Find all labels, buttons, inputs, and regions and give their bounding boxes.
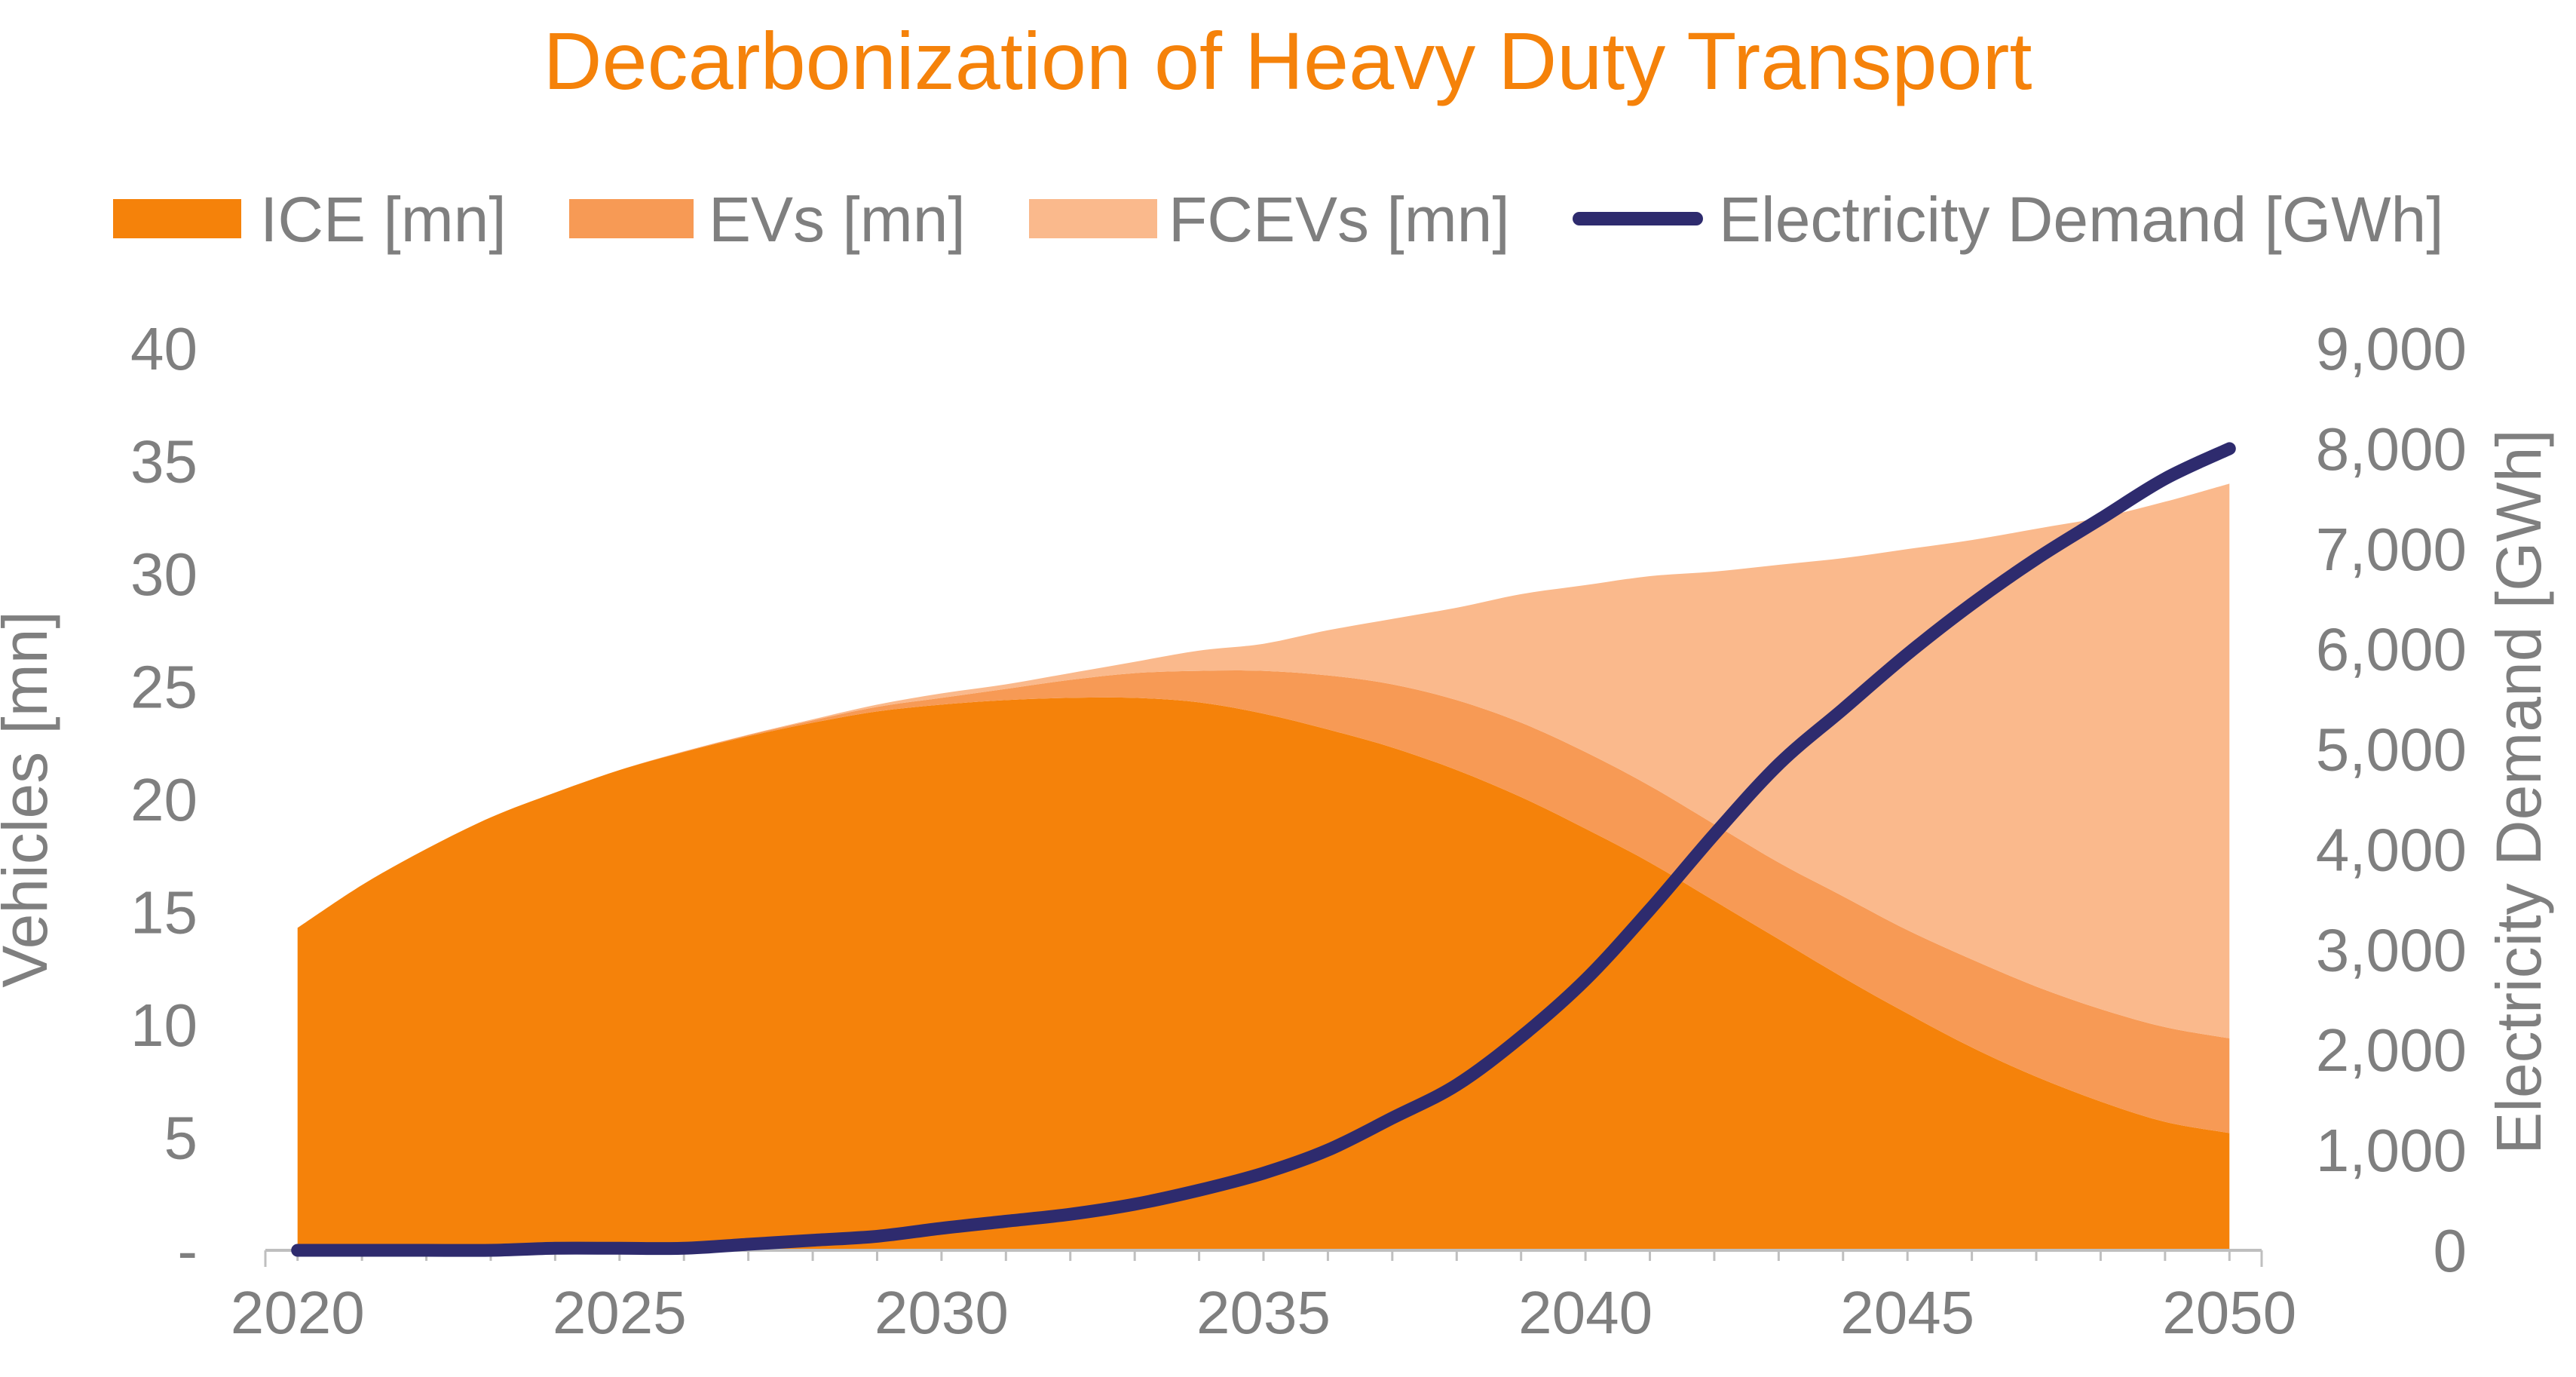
x-tick-label: 2025: [553, 1279, 687, 1346]
legend-item: FCEVs [mn]: [1029, 184, 1510, 255]
y2-tick-label: 8,000: [2316, 416, 2467, 483]
area-evs-mn: [297, 670, 2230, 1133]
y2-tick-label: 5,000: [2316, 716, 2467, 784]
x-tick-label: 2020: [231, 1279, 365, 1346]
line-layer: [291, 442, 2236, 1257]
y-tick-label: 30: [130, 541, 198, 608]
y2-tick-label: 6,000: [2316, 616, 2467, 683]
legend-swatch: [1029, 199, 1157, 238]
legend: ICE [mn] EVs [mn] FCEVs [mn] Electricity De…: [113, 184, 2444, 255]
y2-tick-label: 2,000: [2316, 1017, 2467, 1084]
y2-tick-label: 1,000: [2316, 1117, 2467, 1184]
y2-tick-label: 9,000: [2316, 315, 2467, 382]
legend-label: Electricity Demand [GWh]: [1719, 184, 2444, 255]
area-ice-mn: [297, 697, 2230, 1250]
x-tick-label: 2045: [1840, 1279, 1974, 1346]
y-tick-label: 15: [130, 879, 198, 946]
area-layer: [297, 483, 2230, 1250]
y-tick-label: 20: [130, 766, 198, 833]
legend-item: Electricity Demand [GWh]: [1573, 184, 2444, 255]
legend-item: ICE [mn]: [113, 184, 507, 255]
y-tick-label: -: [177, 1217, 198, 1284]
y2-tick-label: 0: [2434, 1217, 2467, 1284]
x-tick-label: 2050: [2162, 1279, 2296, 1346]
y-tick-label: 40: [130, 315, 198, 382]
legend-label: EVs [mn]: [709, 184, 966, 255]
axes: 2020 2025 2030 2035 2040 2045 2050-51015202530…: [130, 315, 2467, 1346]
y2-tick-label: 7,000: [2316, 516, 2467, 583]
y2-axis-label: Electricity Demand [GWh]: [2483, 429, 2554, 1155]
x-tick-label: 2030: [874, 1279, 1009, 1346]
legend-swatch: [569, 199, 694, 238]
legend-label: ICE [mn]: [260, 184, 507, 255]
line-electricity-demand: [291, 442, 2236, 1257]
legend-swatch: [113, 199, 241, 238]
y-tick-label: 25: [130, 654, 198, 721]
y2-tick-label: 3,000: [2316, 916, 2467, 983]
legend-label: FCEVs [mn]: [1169, 184, 1510, 255]
y-axis-label: Vehicles [mn]: [0, 611, 60, 988]
y-tick-label: 5: [164, 1105, 198, 1172]
x-tick-label: 2040: [1518, 1279, 1652, 1346]
chart-title: Decarbonization of Heavy Duty Transport: [544, 15, 2032, 106]
area-fcevs-mn: [297, 483, 2230, 1038]
x-tick-label: 2035: [1196, 1279, 1331, 1346]
legend-item: EVs [mn]: [569, 184, 966, 255]
y-tick-label: 35: [130, 428, 198, 495]
y-tick-label: 10: [130, 992, 198, 1059]
y2-tick-label: 4,000: [2316, 816, 2467, 883]
